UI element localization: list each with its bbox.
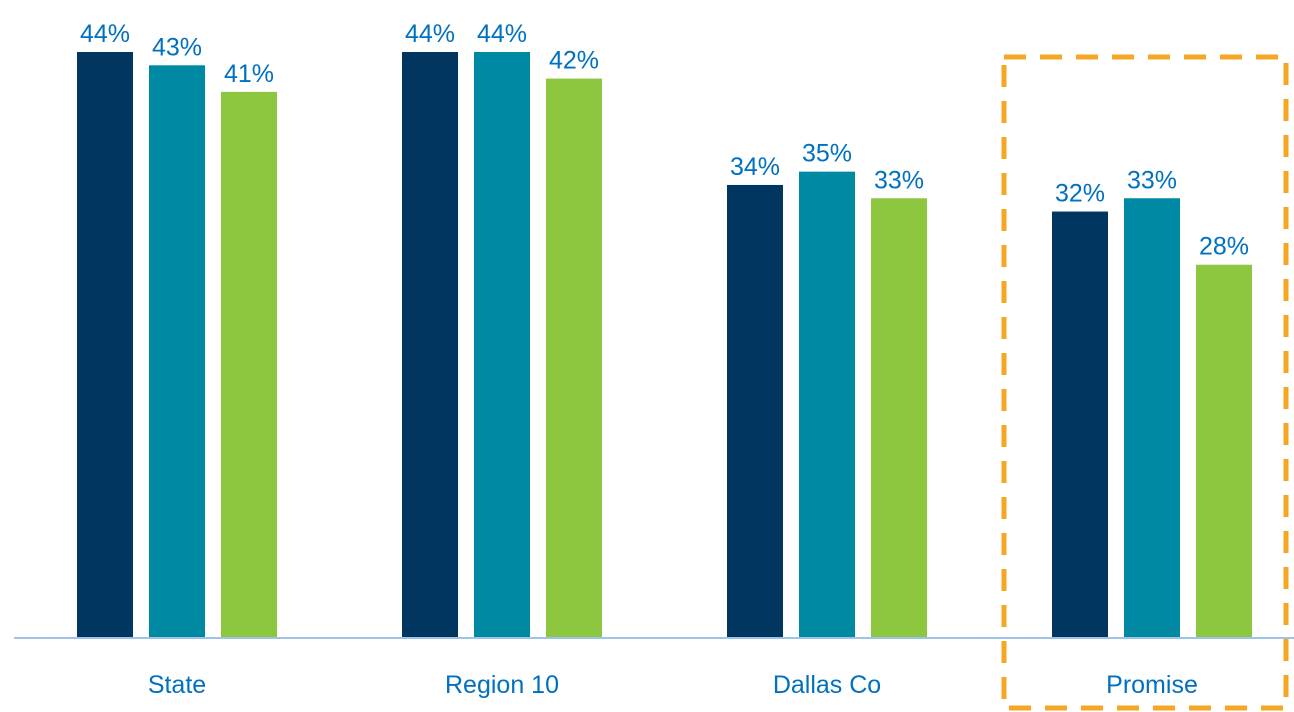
bar-dallas-co-series-1 [727, 184, 783, 638]
bar-promise-series-1 [1052, 211, 1108, 637]
bar-region-10-series-3 [546, 78, 602, 637]
value-label-state-series-1: 44% [80, 20, 130, 48]
bar-dallas-co-series-2 [799, 171, 855, 637]
value-label-region-10-series-2: 44% [477, 20, 527, 48]
category-label-dallas-co: Dallas Co [773, 671, 881, 699]
value-label-state-series-2: 43% [152, 33, 202, 61]
value-label-region-10-series-3: 42% [549, 47, 599, 75]
bar-region-10-series-1 [402, 52, 458, 637]
value-label-promise-series-3: 28% [1199, 233, 1249, 261]
bar-state-series-2 [149, 65, 205, 637]
value-label-region-10-series-1: 44% [405, 20, 455, 48]
value-label-state-series-3: 41% [224, 60, 274, 88]
value-label-dallas-co-series-1: 34% [730, 153, 780, 181]
category-label-state: State [148, 671, 206, 699]
value-label-dallas-co-series-2: 35% [802, 140, 852, 168]
category-label-promise: Promise [1106, 671, 1198, 699]
bar-promise-series-2 [1124, 198, 1180, 637]
bar-state-series-1 [77, 52, 133, 637]
bar-dallas-co-series-3 [871, 198, 927, 637]
bar-region-10-series-2 [474, 52, 530, 637]
category-labels-layer: State Region 10 Dallas Co Promise [148, 671, 1198, 699]
value-labels-layer: 44% 43% 41% 44% 44% 42% 34% 35% 33% 32% 33% 28% [80, 20, 1249, 261]
bars-layer [77, 52, 1252, 638]
value-label-promise-series-1: 32% [1055, 180, 1105, 208]
bar-promise-series-3 [1196, 264, 1252, 637]
value-label-promise-series-2: 33% [1127, 166, 1177, 194]
value-label-dallas-co-series-3: 33% [874, 166, 924, 194]
category-label-region-10: Region 10 [445, 671, 559, 699]
bar-state-series-3 [221, 91, 277, 638]
